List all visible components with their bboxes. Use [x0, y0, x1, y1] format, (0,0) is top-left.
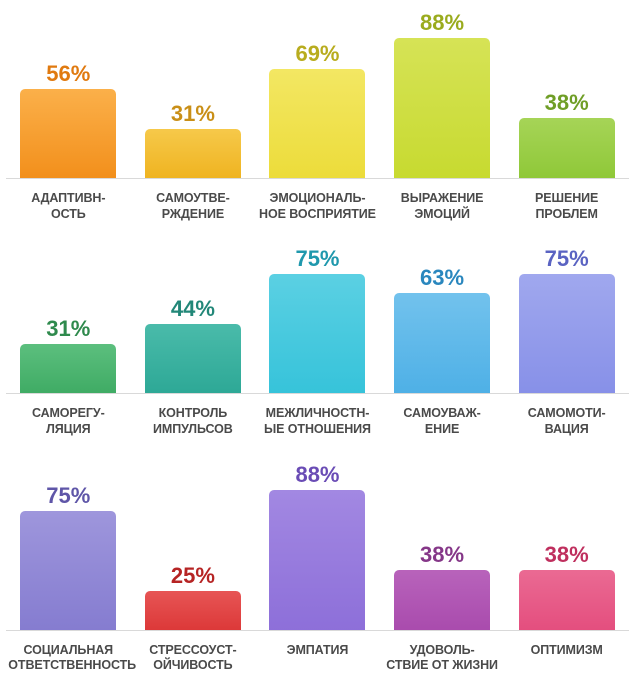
- chart-cell: 69%: [257, 41, 377, 179]
- bar-label: ОПТИМИЗМ: [507, 637, 627, 674]
- bar-label: СТРЕССОУСТ- ОЙЧИВОСТЬ: [133, 637, 253, 674]
- chart-cell: 31%: [133, 101, 253, 179]
- bar: [145, 324, 241, 394]
- bar: [269, 274, 365, 394]
- bar: [394, 38, 490, 179]
- chart-cell: 75%: [257, 246, 377, 394]
- bar: [145, 129, 241, 179]
- bar-value: 75%: [46, 483, 90, 509]
- chart-label-row: САМОРЕГУ- ЛЯЦИЯ КОНТРОЛЬ ИМПУЛЬСОВ МЕЖЛИ…: [0, 400, 635, 437]
- bar-label: САМОМОТИ- ВАЦИЯ: [507, 400, 627, 437]
- bar-label: АДАПТИВН- ОСТЬ: [8, 185, 128, 222]
- bar-value: 88%: [295, 462, 339, 488]
- bar-label: ЭМПАТИЯ: [257, 637, 377, 674]
- chart-cell: 63%: [382, 265, 502, 394]
- bar: [145, 591, 241, 631]
- chart-cell: 25%: [133, 563, 253, 631]
- chart-cell: 44%: [133, 296, 253, 394]
- chart-cell: 88%: [257, 462, 377, 631]
- bar-label: ЭМОЦИОНАЛЬ- НОЕ ВОСПРИЯТИЕ: [257, 185, 377, 222]
- bar-label: САМОУВАЖ- ЕНИЕ: [382, 400, 502, 437]
- bar-value: 88%: [420, 10, 464, 36]
- bar-label: РЕШЕНИЕ ПРОБЛЕМ: [507, 185, 627, 222]
- chart-cell: 38%: [507, 542, 627, 631]
- bar: [394, 570, 490, 631]
- bar: [394, 293, 490, 394]
- bar-value: 38%: [545, 542, 589, 568]
- chart-cell: 88%: [382, 10, 502, 179]
- bar: [519, 274, 615, 394]
- bar-value: 75%: [295, 246, 339, 272]
- bar-label: САМОУТВЕ- РЖДЕНИЕ: [133, 185, 253, 222]
- chart-row: 56% 31% 69% 88% 38%: [0, 10, 635, 179]
- bar-value: 63%: [420, 265, 464, 291]
- chart-row: 75% 25% 88% 38% 38%: [0, 462, 635, 631]
- chart-cell: 38%: [507, 90, 627, 179]
- bar-value: 31%: [46, 316, 90, 342]
- bar: [519, 570, 615, 631]
- bar: [20, 511, 116, 631]
- chart-cell: 75%: [8, 483, 128, 631]
- bar-value: 38%: [545, 90, 589, 116]
- bar: [20, 89, 116, 179]
- bar-label: УДОВОЛЬ- СТВИЕ ОТ ЖИЗНИ: [382, 637, 502, 674]
- bar-value: 25%: [171, 563, 215, 589]
- bar-value: 31%: [171, 101, 215, 127]
- bar: [519, 118, 615, 179]
- bar-label: МЕЖЛИЧНОСТН- ЫЕ ОТНОШЕНИЯ: [257, 400, 377, 437]
- bar-label: САМОРЕГУ- ЛЯЦИЯ: [8, 400, 128, 437]
- bar-label: КОНТРОЛЬ ИМПУЛЬСОВ: [133, 400, 253, 437]
- bar-value: 44%: [171, 296, 215, 322]
- chart-cell: 56%: [8, 61, 128, 179]
- chart-label-row: СОЦИАЛЬНАЯ ОТВЕТСТВЕННОСТЬ СТРЕССОУСТ- О…: [0, 637, 635, 674]
- bar-chart: 56% 31% 69% 88% 38% АДАПТИВН- ОСТЬ САМОУ…: [0, 0, 635, 674]
- bar: [269, 69, 365, 179]
- chart-cell: 38%: [382, 542, 502, 631]
- chart-label-row: АДАПТИВН- ОСТЬ САМОУТВЕ- РЖДЕНИЕ ЭМОЦИОН…: [0, 185, 635, 222]
- bar-label: СОЦИАЛЬНАЯ ОТВЕТСТВЕННОСТЬ: [8, 637, 128, 674]
- bar-value: 69%: [295, 41, 339, 67]
- chart-cell: 75%: [507, 246, 627, 394]
- chart-row: 31% 44% 75% 63% 75%: [0, 246, 635, 394]
- bar-label: ВЫРАЖЕНИЕ ЭМОЦИЙ: [382, 185, 502, 222]
- chart-cell: 31%: [8, 316, 128, 394]
- bar: [269, 490, 365, 631]
- bar-value: 75%: [545, 246, 589, 272]
- bar-value: 56%: [46, 61, 90, 87]
- bar: [20, 344, 116, 394]
- bar-value: 38%: [420, 542, 464, 568]
